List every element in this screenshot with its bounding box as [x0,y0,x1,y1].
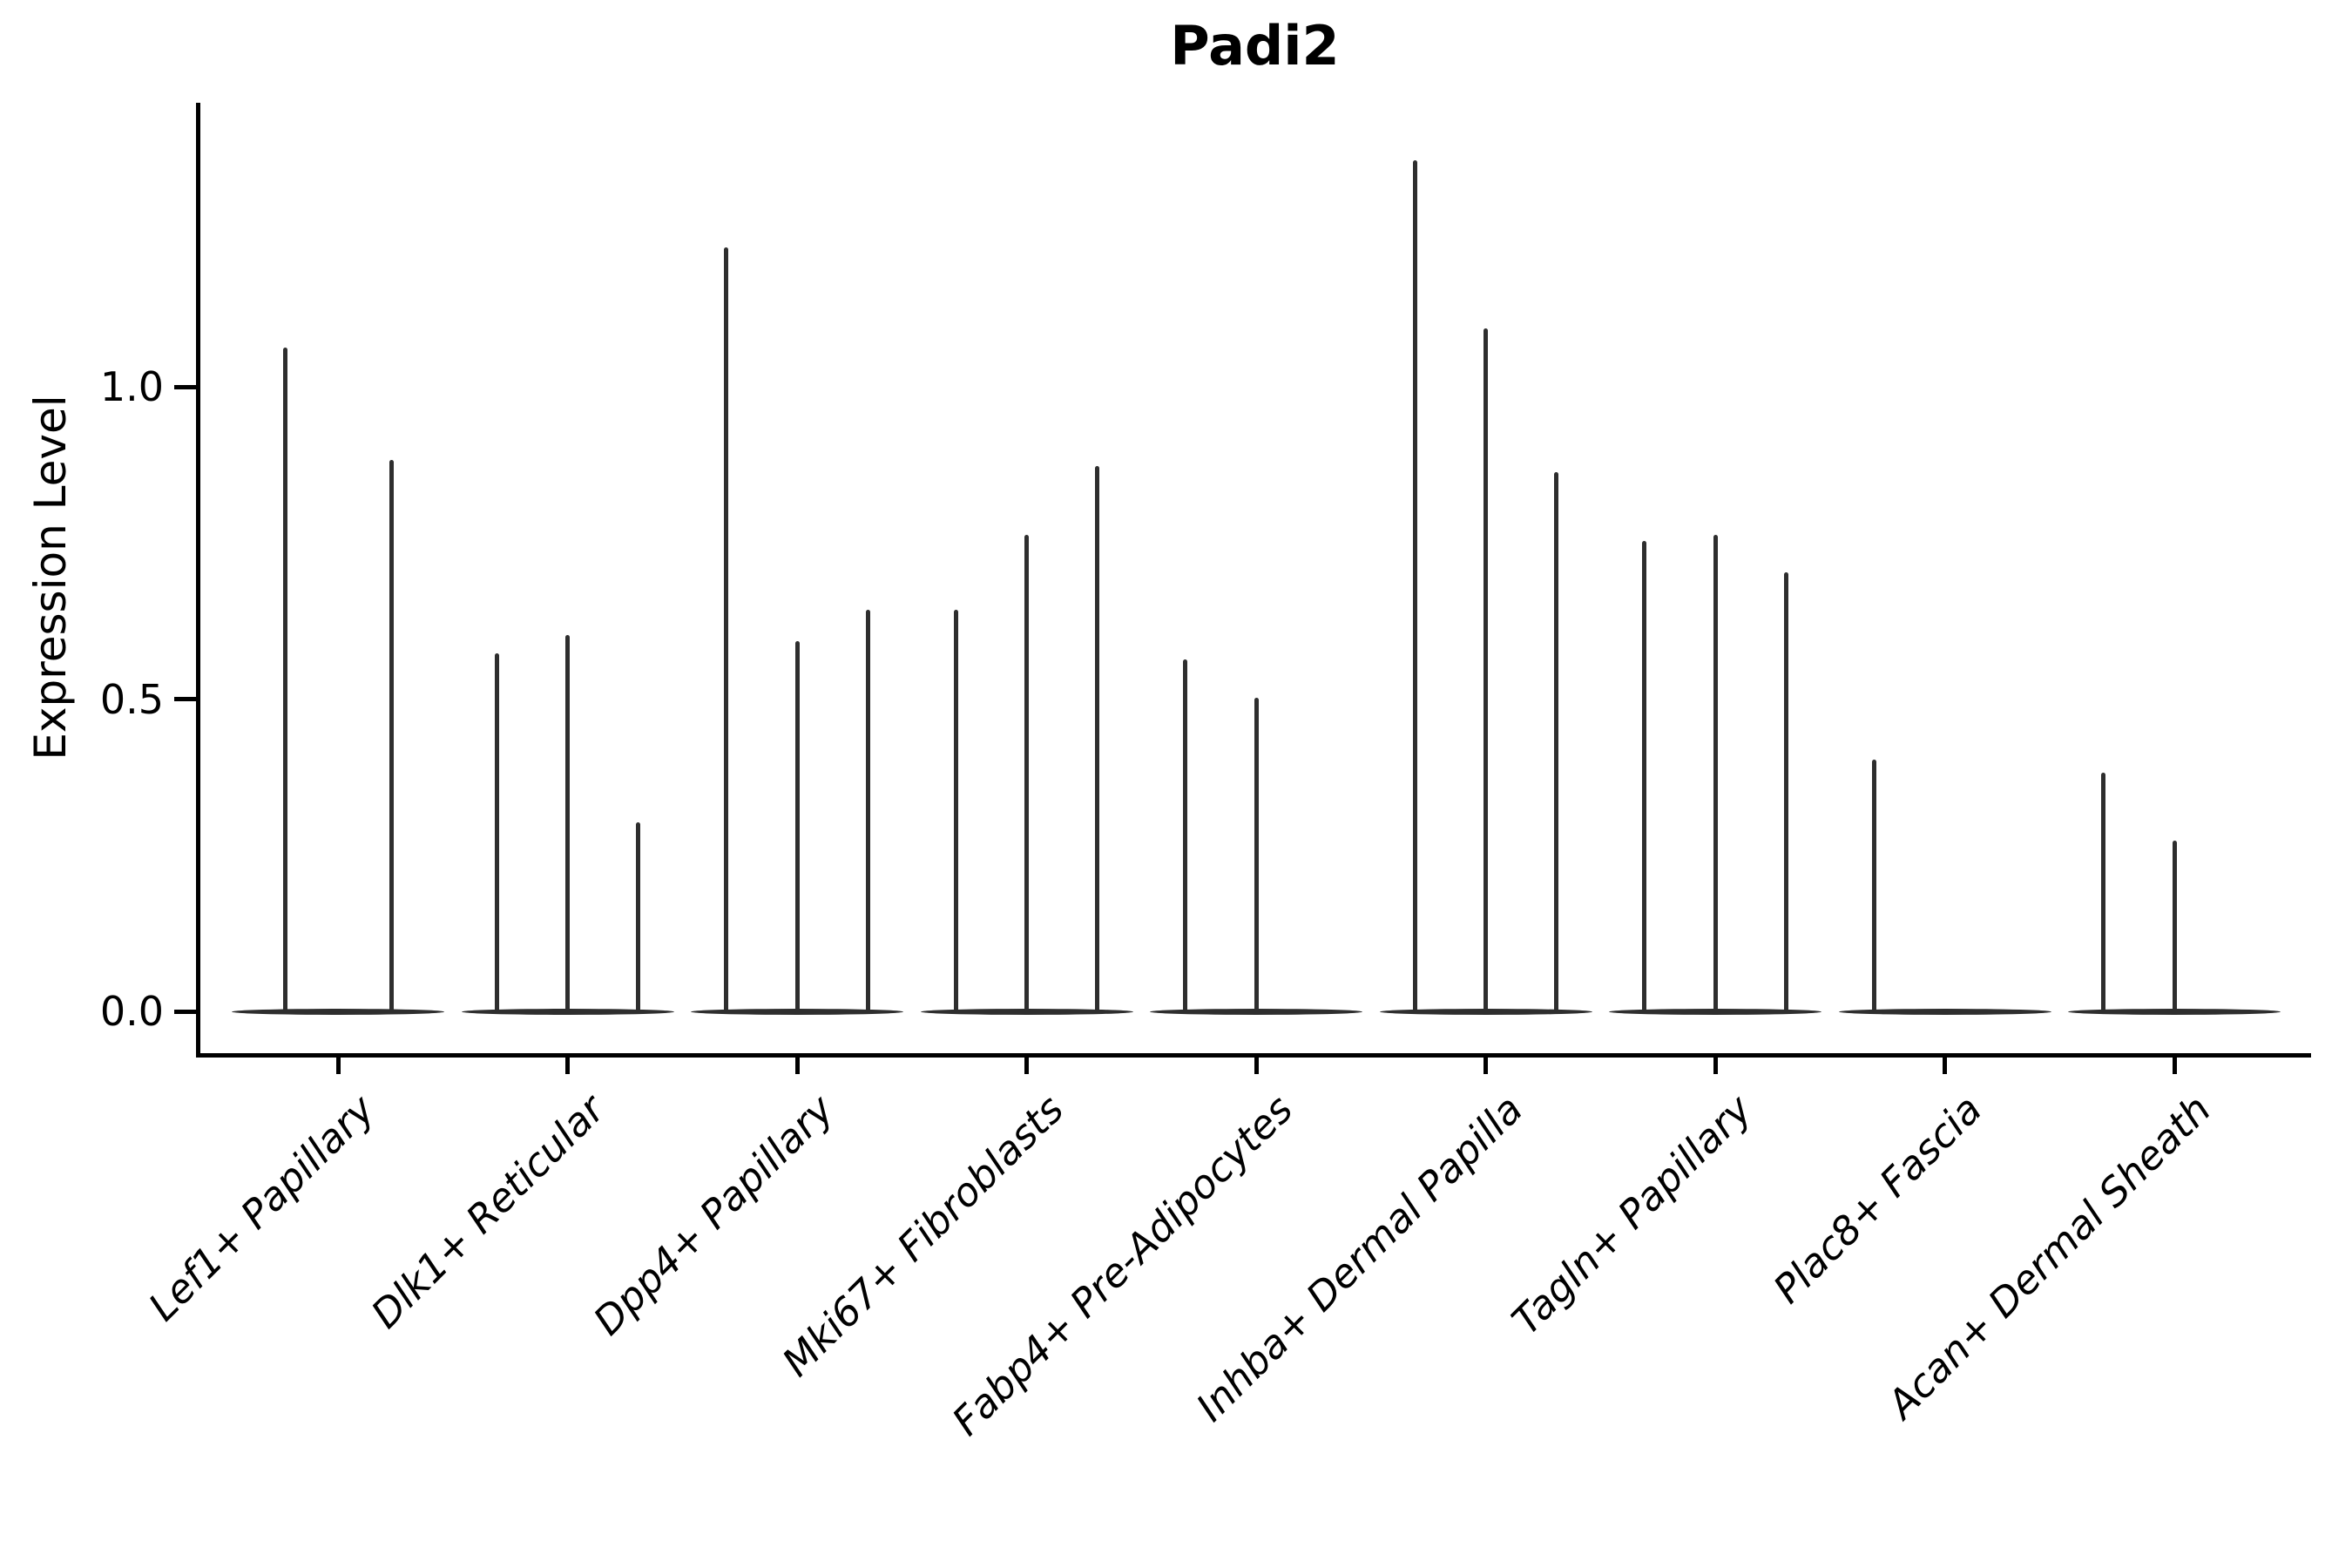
x-tick-label: Acan+ Dermal Sheath [1878,1085,2220,1428]
chart-title: Padi2 [1170,14,1340,78]
violin-density-spike [1254,697,1259,1013]
y-tick-label: 0.0 [99,988,164,1035]
x-tick-label: Plac8+ Fascia [1763,1085,1990,1313]
violin-density-spike [1554,472,1559,1013]
x-tick-mark [1024,1053,1029,1074]
violin-body-baseline [1838,1008,2051,1015]
x-tick-mark [1484,1053,1488,1074]
x-tick-label: Inhba+ Dermal Papilla [1186,1085,1531,1430]
x-tick-mark [1943,1053,1947,1074]
x-tick-mark [2172,1053,2177,1074]
y-axis-label: Expression Level [25,395,76,760]
violin-density-spike [1713,535,1718,1013]
x-tick-mark [1254,1053,1259,1074]
x-tick-label: Tagln+ Papillary [1503,1085,1761,1344]
y-axis-spine [196,103,200,1058]
y-tick-label: 1.0 [99,363,164,410]
x-tick-label: Dlk1+ Reticular [362,1085,613,1338]
violin-body-baseline [232,1008,444,1015]
violin-density-spike [1412,159,1417,1013]
x-tick-mark [1713,1053,1718,1074]
y-tick-mark [174,384,199,389]
violin-density-spike [636,821,641,1013]
y-tick-mark [174,697,199,701]
violin-density-spike [389,460,394,1013]
x-tick-label: Fabp4+ Pre-Adipocytes [943,1085,1302,1445]
x-tick-label: Dpp4+ Papillary [584,1085,843,1344]
violin-density-spike [794,640,800,1013]
violin-density-spike [1095,466,1100,1013]
violin-density-spike [1024,535,1029,1013]
violin-density-spike [2101,772,2106,1013]
x-axis-spine [196,1053,2311,1058]
violin-density-spike [953,610,958,1013]
violin-density-spike [2172,841,2177,1013]
violin-density-spike [1783,572,1788,1013]
violin-density-spike [1484,328,1488,1013]
violin-density-spike [865,610,870,1013]
violin-density-spike [494,653,499,1013]
x-tick-label: Mki67+ Fibroblasts [773,1085,1072,1386]
violin-density-spike [1871,760,1876,1013]
violin-density-spike [724,247,729,1013]
x-tick-mark [565,1053,570,1074]
violin-density-spike [565,634,570,1013]
x-tick-mark [335,1053,341,1074]
violin-density-spike [1183,659,1188,1013]
x-tick-mark [794,1053,800,1074]
violin-density-spike [282,347,287,1013]
y-tick-mark [174,1009,199,1014]
y-tick-label: 0.5 [99,675,164,723]
violin-density-spike [1642,541,1647,1013]
